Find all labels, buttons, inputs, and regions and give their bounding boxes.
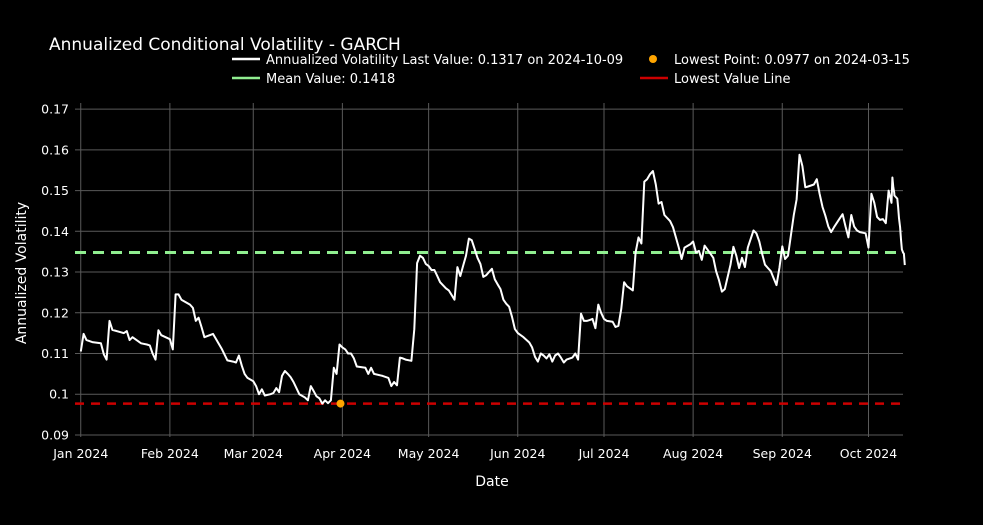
legend-label: Lowest Point: 0.0977 on 2024-03-15 — [674, 53, 910, 68]
reference-lines — [75, 250, 903, 405]
x-tick-label: Jan 2024 — [52, 446, 108, 461]
y-axis-title: Annualized Volatility — [14, 202, 30, 344]
x-tick-label: Oct 2024 — [840, 446, 897, 461]
x-tick-label: Sep 2024 — [753, 446, 812, 461]
x-axis-ticks: Jan 2024 Feb 2024 Mar 2024 Apr 2024 May 2024… — [52, 446, 897, 461]
legend-label: Mean Value: 0.1418 — [266, 72, 395, 87]
y-tick-label: 0.12 — [41, 305, 69, 320]
y-tick-label: 0.1 — [49, 387, 69, 402]
legend-label: Lowest Value Line — [674, 72, 791, 87]
x-tick-label: Jul 2024 — [578, 446, 630, 461]
chart-title: Annualized Conditional Volatility - GARC… — [49, 35, 401, 55]
volatility-line — [79, 153, 906, 405]
legend-label: Annualized Volatility Last Value: 0.1317… — [266, 53, 623, 68]
y-tick-label: 0.09 — [41, 427, 69, 442]
y-tick-label: 0.14 — [41, 224, 69, 239]
series-layer — [79, 153, 906, 408]
x-tick-label: Feb 2024 — [141, 446, 199, 461]
x-tick-label: Apr 2024 — [314, 446, 371, 461]
y-tick-label: 0.15 — [41, 183, 69, 198]
y-tick-label: 0.11 — [41, 346, 69, 361]
lowest-point-marker — [336, 399, 345, 408]
x-tick-label: Aug 2024 — [663, 446, 723, 461]
legend-marker — [649, 55, 657, 63]
y-tick-label: 0.13 — [41, 265, 69, 280]
x-tick-label: Jun 2024 — [489, 446, 545, 461]
y-axis-ticks: 0.09 0.1 0.11 0.12 0.13 0.14 0.15 0.16 0.17 — [41, 102, 69, 443]
x-axis-title: Date — [475, 474, 508, 490]
y-tick-label: 0.16 — [41, 142, 69, 157]
y-tick-label: 0.17 — [41, 102, 69, 117]
x-tick-label: Mar 2024 — [224, 446, 283, 461]
grid-lines — [75, 103, 903, 437]
legend: Annualized Volatility Last Value: 0.1317… — [232, 53, 910, 87]
x-tick-label: May 2024 — [398, 446, 460, 461]
